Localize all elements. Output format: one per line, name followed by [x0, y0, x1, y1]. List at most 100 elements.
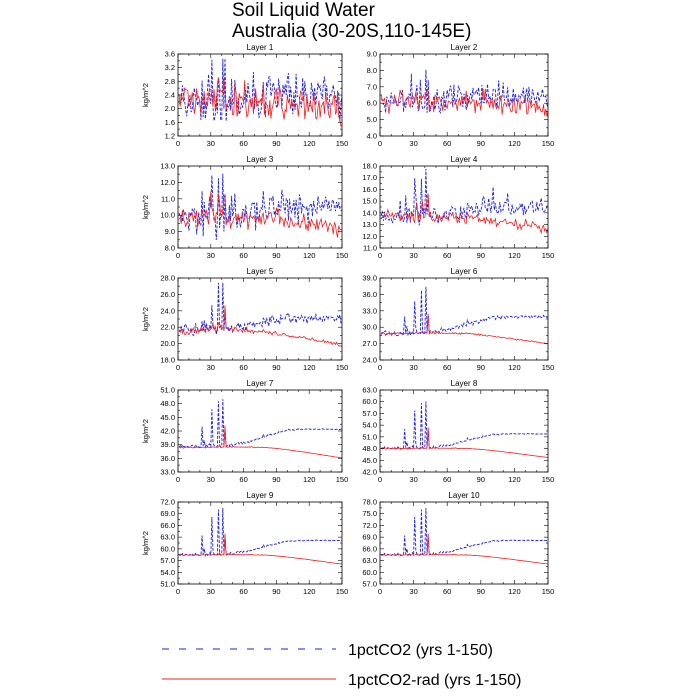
series-line-1pctCO2	[178, 282, 342, 337]
y-tick-label: 57.0	[160, 556, 175, 565]
series-line-1pctCO2	[178, 58, 342, 122]
series-line-1pctCO2	[178, 399, 342, 449]
y-tick-label: 3.2	[165, 63, 175, 72]
series-line-1pctCO2-rad	[381, 193, 548, 235]
plot-frame	[379, 501, 549, 585]
x-tick-label: 120	[508, 251, 521, 260]
y-tick-label: 13.0	[362, 220, 377, 229]
x-tick-label: 90	[477, 139, 485, 148]
y-tick-label: 57.0	[362, 409, 377, 418]
y-tick-label: 48.0	[160, 399, 175, 408]
y-tick-label: 28.0	[160, 274, 175, 283]
y-tick-label: 60.0	[362, 397, 377, 406]
x-tick-label: 150	[336, 363, 349, 372]
y-tick-label: 63.0	[362, 556, 377, 565]
plot-frame	[177, 277, 343, 361]
x-tick-label: 0	[176, 139, 180, 148]
y-tick-label: 48.0	[362, 444, 377, 453]
x-tick-label: 30	[409, 475, 417, 484]
x-tick-label: 0	[378, 475, 382, 484]
legend-label: 1pctCO2-rad (yrs 1-150)	[348, 672, 521, 689]
y-tick-label: 1.2	[165, 132, 175, 141]
panel-layer-6: Layer 6 0 30 60 90 120 150 24.0 27.0 30.0 33.0 36.0…	[362, 267, 554, 372]
y-tick-label: 2.8	[165, 77, 175, 86]
series-line-1pctCO2	[380, 507, 548, 557]
y-tick-label: 8.0	[367, 66, 377, 75]
y-tick-label: 18.0	[362, 162, 377, 171]
series-line-1pctCO2	[178, 507, 342, 557]
y-tick-label: 72.0	[160, 498, 175, 507]
x-tick-label: 90	[272, 139, 280, 148]
series-line-1pctCO2-rad	[380, 427, 548, 458]
legend-label: 1pctCO2 (yrs 1-150)	[348, 642, 493, 659]
x-tick-label: 60	[239, 587, 247, 596]
y-axis-label: kg/m^2	[141, 307, 150, 331]
x-tick-label: 150	[336, 139, 349, 148]
series-line-1pctCO2-rad	[178, 77, 342, 127]
legend: 1pctCO2 (yrs 1-150) 1pctCO2-rad (yrs 1-15…	[162, 642, 521, 689]
series-line-1pctCO2	[380, 401, 548, 451]
x-tick-label: 60	[239, 251, 247, 260]
panel-title: Layer 2	[451, 43, 478, 52]
panel-title: Layer 1	[247, 43, 274, 52]
panel-title: Layer 4	[451, 155, 478, 164]
y-tick-label: 45.0	[160, 413, 175, 422]
x-tick-label: 150	[542, 475, 555, 484]
y-tick-label: 57.0	[362, 580, 377, 589]
y-tick-label: 4.0	[367, 132, 377, 141]
y-tick-label: 69.0	[362, 533, 377, 542]
y-tick-label: 75.0	[362, 509, 377, 518]
y-axis-label: kg/m^2	[141, 195, 150, 219]
plot-frame	[379, 165, 549, 249]
y-tick-label: 39.0	[160, 440, 175, 449]
y-axis-label: kg/m^2	[141, 419, 150, 443]
y-tick-label: 26.0	[160, 290, 175, 299]
x-tick-label: 60	[443, 363, 451, 372]
x-tick-label: 90	[272, 363, 280, 372]
series-line-1pctCO2-rad	[178, 533, 342, 565]
x-tick-label: 120	[303, 587, 316, 596]
series-line-1pctCO2	[380, 168, 548, 226]
series-line-1pctCO2-rad	[380, 533, 548, 565]
y-tick-label: 66.0	[160, 521, 175, 530]
y-tick-label: 39.0	[362, 274, 377, 283]
panel-title: Layer 6	[451, 267, 478, 276]
x-tick-label: 0	[176, 251, 180, 260]
panel-layer-4: Layer 4 0 30 60 90 120 150 11.0 12.0 13.0 14.0 15.0…	[362, 155, 554, 260]
panel-layer-3: Layer 3 kg/m^2 0 30 60 90 120 150 8.0 9.0 10.0 11.0…	[141, 155, 348, 260]
x-tick-label: 0	[378, 587, 382, 596]
x-tick-label: 60	[443, 475, 451, 484]
y-tick-label: 20.0	[160, 339, 175, 348]
x-tick-label: 150	[336, 251, 349, 260]
x-tick-label: 150	[542, 251, 555, 260]
y-tick-label: 33.0	[160, 468, 175, 477]
y-tick-label: 18.0	[160, 356, 175, 365]
y-tick-label: 33.0	[362, 306, 377, 315]
y-tick-label: 16.0	[362, 185, 377, 194]
x-tick-label: 0	[378, 251, 382, 260]
chart-title: Soil Liquid Water	[232, 0, 375, 21]
panel-layer-9: Layer 9 kg/m^2 0 30 60 90 120 150 51.0 54.0 57.0 60…	[141, 491, 348, 596]
x-tick-label: 60	[443, 251, 451, 260]
x-tick-label: 30	[207, 363, 215, 372]
y-tick-label: 69.0	[160, 509, 175, 518]
x-tick-label: 60	[443, 139, 451, 148]
y-tick-label: 1.6	[165, 118, 175, 127]
y-tick-label: 11.0	[363, 244, 377, 253]
x-tick-label: 60	[443, 587, 451, 596]
x-tick-label: 150	[542, 363, 555, 372]
x-tick-label: 120	[508, 475, 521, 484]
y-axis-label: kg/m^2	[141, 83, 150, 107]
y-tick-label: 63.0	[160, 533, 175, 542]
x-tick-label: 150	[542, 587, 555, 596]
y-tick-label: 13.0	[160, 162, 175, 171]
x-tick-label: 30	[409, 139, 417, 148]
y-tick-label: 45.0	[362, 456, 377, 465]
x-tick-label: 120	[508, 139, 521, 148]
panel-title: Layer 5	[247, 267, 274, 276]
y-tick-label: 24.0	[362, 356, 377, 365]
series-line-1pctCO2	[380, 69, 548, 115]
panel-title: Layer 8	[451, 379, 478, 388]
y-tick-label: 60.0	[160, 544, 175, 553]
x-tick-label: 60	[239, 139, 247, 148]
